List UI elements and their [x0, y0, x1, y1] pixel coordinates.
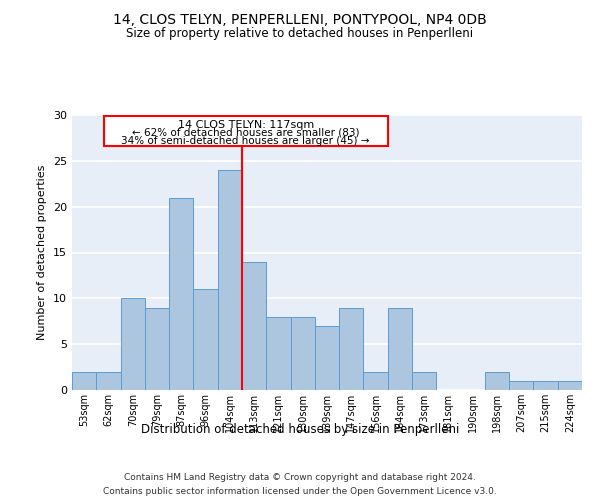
Text: 14 CLOS TELYN: 117sqm: 14 CLOS TELYN: 117sqm: [178, 120, 314, 130]
Bar: [218, 170, 242, 390]
Bar: [72, 372, 96, 390]
Bar: [533, 381, 558, 390]
Bar: [290, 316, 315, 390]
Bar: [145, 308, 169, 390]
Text: Distribution of detached houses by size in Penperlleni: Distribution of detached houses by size …: [141, 422, 459, 436]
Bar: [509, 381, 533, 390]
Bar: [242, 262, 266, 390]
Bar: [339, 308, 364, 390]
Text: 14, CLOS TELYN, PENPERLLENI, PONTYPOOL, NP4 0DB: 14, CLOS TELYN, PENPERLLENI, PONTYPOOL, …: [113, 12, 487, 26]
Bar: [121, 298, 145, 390]
Bar: [364, 372, 388, 390]
Bar: [485, 372, 509, 390]
Bar: [169, 198, 193, 390]
Text: 34% of semi-detached houses are larger (45) →: 34% of semi-detached houses are larger (…: [121, 136, 370, 146]
Text: Contains HM Land Registry data © Crown copyright and database right 2024.: Contains HM Land Registry data © Crown c…: [124, 472, 476, 482]
Bar: [412, 372, 436, 390]
Bar: [96, 372, 121, 390]
Bar: [558, 381, 582, 390]
Text: Contains public sector information licensed under the Open Government Licence v3: Contains public sector information licen…: [103, 488, 497, 496]
Text: ← 62% of detached houses are smaller (83): ← 62% of detached houses are smaller (83…: [132, 128, 359, 138]
Bar: [193, 289, 218, 390]
Text: Size of property relative to detached houses in Penperlleni: Size of property relative to detached ho…: [127, 28, 473, 40]
Bar: [104, 116, 388, 146]
Y-axis label: Number of detached properties: Number of detached properties: [37, 165, 47, 340]
Bar: [388, 308, 412, 390]
Bar: [266, 316, 290, 390]
Bar: [315, 326, 339, 390]
